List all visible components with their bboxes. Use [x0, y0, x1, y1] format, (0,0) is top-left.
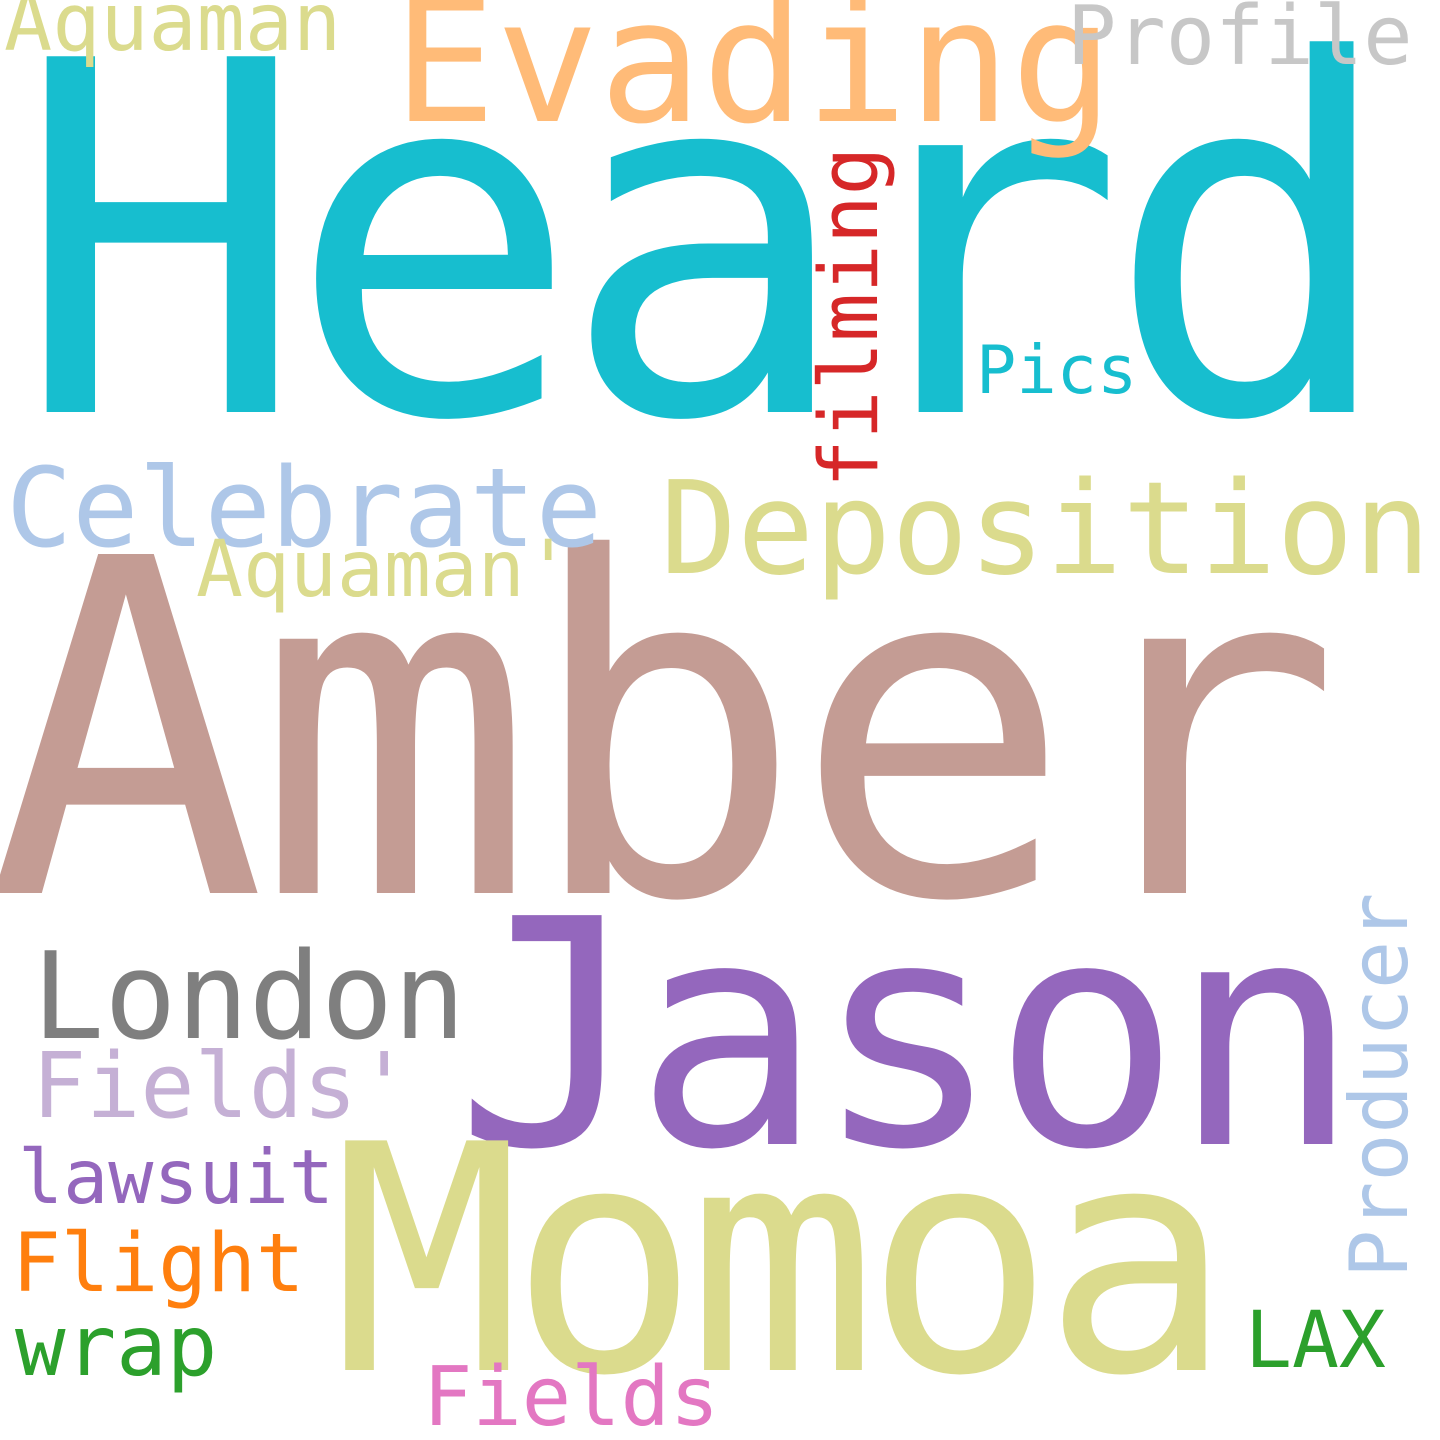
word-producer: Producer [1333, 892, 1426, 1278]
word-flight: Flight [12, 1217, 305, 1311]
word-celebrate: Celebrate [6, 444, 603, 572]
word-heard: Heard [14, 0, 1399, 528]
word-deposition: Deposition [660, 455, 1431, 604]
word-profile: Profile [1067, 0, 1413, 84]
word-london: London [32, 928, 466, 1067]
word-lax: LAX [1245, 1296, 1386, 1386]
word-filming: filming [803, 146, 897, 488]
word-pics: Pics [976, 331, 1138, 409]
word-fields-quote: Fields' [32, 1034, 412, 1139]
word-wrap: wrap [15, 1297, 218, 1395]
word-momoa: Momoa [332, 1079, 1232, 1440]
word-aquaman-quote: Aquaman' [196, 525, 572, 615]
word-lawsuit: lawsuit [18, 1133, 335, 1221]
word-fields: Fields [423, 1350, 720, 1440]
word-evading: Evading [393, 0, 1114, 162]
word-amber: Amber [0, 461, 1342, 1003]
word-aquaman: Aquaman [4, 0, 342, 69]
word-jason: Jason [455, 854, 1360, 1219]
